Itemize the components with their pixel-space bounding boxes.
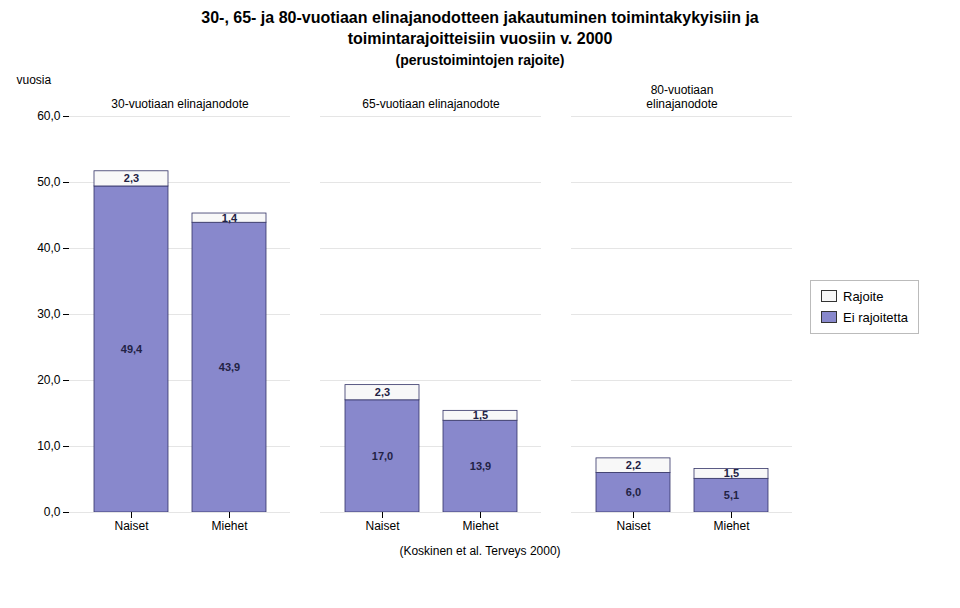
html-text:Ei rajoitetta: Ei rajoitetta bbox=[843, 309, 908, 325]
html-text:(Koskinen et al. Terveys 2000): (Koskinen et al. Terveys 2000) bbox=[399, 543, 561, 558]
svg-text:2,2: 2,2 bbox=[626, 459, 641, 471]
svg-text:1,5: 1,5 bbox=[473, 409, 488, 421]
svg-text:Miehet: Miehet bbox=[211, 519, 248, 533]
svg-text:80-vuotiaanelinajanodote: 80-vuotiaanelinajanodote bbox=[646, 83, 718, 110]
svg-text:2,3: 2,3 bbox=[375, 386, 390, 398]
svg-text:Miehet: Miehet bbox=[462, 519, 499, 533]
svg-text:17,0: 17,0 bbox=[372, 450, 393, 462]
svg-text:2,3: 2,3 bbox=[124, 172, 139, 184]
svg-text:vuosia: vuosia bbox=[17, 73, 52, 87]
svg-text:49,4: 49,4 bbox=[121, 343, 143, 355]
svg-text:Naiset: Naiset bbox=[114, 519, 149, 533]
svg-text:40,0: 40,0 bbox=[37, 241, 61, 255]
svg-text:6,0: 6,0 bbox=[626, 486, 641, 498]
html-text:(perustoimintojen rajoite): (perustoimintojen rajoite) bbox=[395, 51, 565, 68]
svg-text:60,0: 60,0 bbox=[37, 109, 61, 123]
svg-text:1,4: 1,4 bbox=[222, 211, 238, 223]
svg-text:Naiset: Naiset bbox=[616, 519, 651, 533]
svg-text:5,1: 5,1 bbox=[724, 489, 739, 501]
svg-text:20,0: 20,0 bbox=[37, 373, 61, 387]
svg-text:Naiset: Naiset bbox=[365, 519, 400, 533]
svg-text:Miehet: Miehet bbox=[713, 519, 750, 533]
svg-text:1,5: 1,5 bbox=[724, 467, 739, 479]
svg-text:13,9: 13,9 bbox=[470, 460, 491, 472]
svg-text:65-vuotiaan elinajanodote: 65-vuotiaan elinajanodote bbox=[362, 96, 500, 110]
svg-text:30,0: 30,0 bbox=[37, 307, 61, 321]
svg-text:0,0: 0,0 bbox=[44, 505, 61, 519]
html-text:30-, 65- ja 80-vuotiaan elinaj: 30-, 65- ja 80-vuotiaan elinajanodotteen… bbox=[201, 9, 759, 47]
svg-text:30-vuotiaan elinajanodote: 30-vuotiaan elinajanodote bbox=[111, 96, 249, 110]
svg-text:10,0: 10,0 bbox=[37, 439, 61, 453]
svg-text:43,9: 43,9 bbox=[219, 361, 240, 373]
html-text:Rajoite: Rajoite bbox=[843, 288, 884, 304]
svg-text:50,0: 50,0 bbox=[37, 175, 61, 189]
